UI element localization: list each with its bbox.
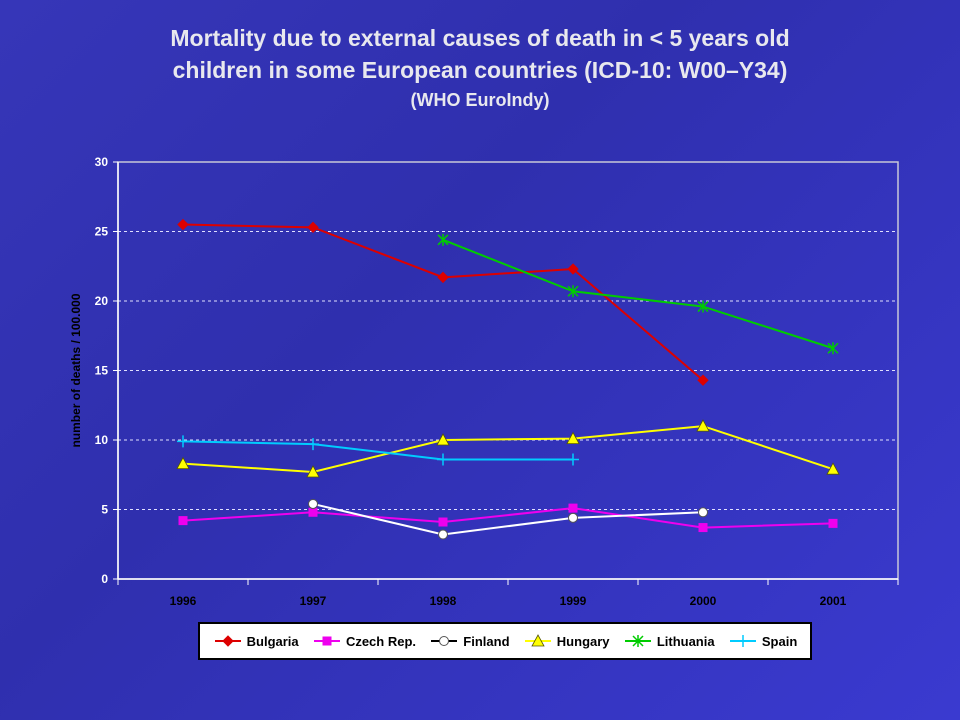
data-point-hungary [826,462,840,475]
series-spain [177,435,579,466]
legend-marker [736,635,749,647]
data-point-hungary [306,465,320,478]
y-tick-label: 5 [101,503,108,517]
series-line-finland [312,502,704,536]
data-point-lithuania [697,300,709,313]
data-point-finland [308,498,318,509]
legend-swatch [524,634,551,647]
series-line-spain [182,440,573,461]
chart-legend: Bulgaria Czech Rep. Finland Hungary Lithuani… [198,622,812,660]
legend-marker [439,636,450,646]
data-point-spain [437,453,449,466]
legend-swatch [313,636,340,646]
legend-swatch [214,635,241,647]
chart-title-block: Mortality due to external causes of deat… [0,22,960,114]
y-tick-label: 15 [95,364,109,378]
y-tick-label: 0 [101,572,108,586]
chart-subtitle: (WHO EuroIndy) [410,90,550,110]
series-line-bulgaria [182,223,704,381]
legend-label: Spain [761,633,798,649]
data-point-lithuania [437,233,449,246]
x-tick-label: 1996 [170,594,197,608]
data-point-lithuania [827,342,839,355]
data-point-finland [438,529,448,540]
x-tick-label: 1997 [300,594,327,608]
series-finland [308,498,708,540]
data-point-bulgaria [437,271,449,284]
data-point-lithuania [567,285,579,298]
legend-swatch [624,635,651,647]
legend-swatch [431,636,458,646]
data-point-bulgaria [307,221,319,234]
data-point-czech-rep [568,503,578,513]
legend-item-bulgaria: Bulgaria [213,634,299,649]
legend-marker [632,635,644,647]
y-tick-label: 30 [95,155,109,169]
x-tick-label: 1998 [430,594,457,608]
data-point-spain [307,438,319,451]
legend-label: Bulgaria [246,633,299,649]
y-axis-label: number of deaths / 100.000 [69,293,83,447]
data-point-bulgaria [177,218,189,231]
data-point-bulgaria [697,374,709,386]
data-point-czech-rep [308,507,318,517]
legend-marker [531,634,545,647]
data-point-czech-rep [178,516,188,526]
series-lithuania [437,233,839,355]
data-point-spain [567,453,579,466]
legend-item-finland: Finland [429,633,510,649]
data-point-finland [568,512,578,523]
data-point-czech-rep [438,517,448,527]
data-point-hungary [436,433,450,446]
x-tick-label: 2001 [820,594,847,608]
series-hungary [176,419,840,478]
legend-label: Czech Rep. [345,633,417,649]
line-chart: 0 5 10 15 20 25 30 1996 1997 1998 1999 2000 2001 numb… [69,155,899,608]
data-point-hungary [696,419,710,432]
data-point-finland [698,507,708,518]
series-czech-rep [178,503,838,533]
y-tick-label: 25 [95,225,109,239]
data-point-bulgaria [567,263,579,275]
legend-swatch [729,635,756,647]
legend-item-spain: Spain [728,634,797,649]
x-tick-label: 1999 [560,594,587,608]
chart-title-line-2: children in some European countries (ICD… [172,57,788,83]
legend-label: Finland [463,633,510,649]
y-tick-label: 20 [95,294,109,308]
legend-marker [322,636,332,646]
series-bulgaria [177,218,709,386]
legend-item-lithuania: Lithuania [623,634,715,649]
data-point-spain [177,435,189,448]
y-tick-label: 10 [95,433,109,447]
legend-marker [221,635,234,647]
chart-title-line-1: Mortality due to external causes of deat… [170,25,790,51]
legend-item-hungary: Hungary [523,634,610,649]
legend-label: Hungary [556,633,610,649]
series-line-czech-rep [182,507,834,529]
legend-label: Lithuania [656,633,715,649]
legend-item-czech-rep: Czech Rep. [312,634,416,649]
data-point-czech-rep [828,518,838,528]
x-tick-label: 2000 [690,594,717,608]
data-point-hungary [176,456,190,470]
series-line-hungary [182,425,834,473]
data-point-czech-rep [698,523,708,533]
series-line-lithuania [442,238,834,350]
data-point-hungary [566,431,580,445]
